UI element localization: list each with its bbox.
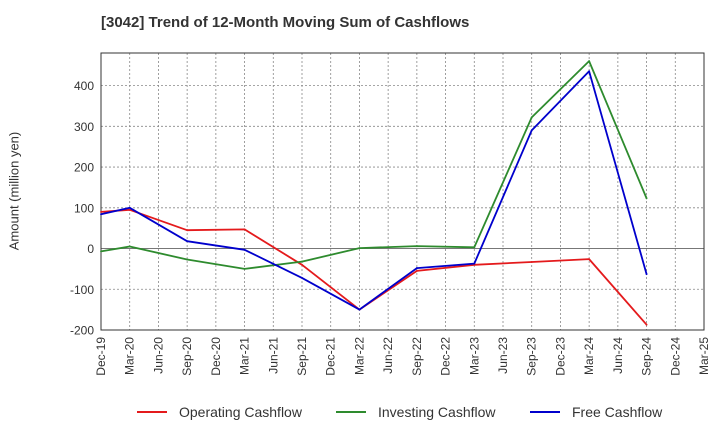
investing-cashflow-point	[358, 247, 361, 250]
free-cashflow-point	[530, 129, 533, 132]
operating-cashflow-point	[415, 270, 418, 272]
x-tick-label: Mar-21	[238, 337, 252, 375]
legend-item-operating-cashflow: Operating Cashflow	[137, 404, 302, 420]
legend-swatch	[137, 411, 167, 413]
x-tick-label: Jun-21	[266, 337, 280, 374]
x-tick-label: Mar-20	[123, 337, 137, 375]
plot-frame	[100, 52, 705, 331]
x-tick-label: Sep-24	[640, 337, 654, 376]
free-cashflow-point	[588, 70, 591, 73]
investing-cashflow-point	[186, 258, 189, 261]
x-tick-label: Mar-24	[582, 337, 596, 375]
y-tick-label: 0	[87, 242, 94, 256]
investing-cashflow-point	[301, 260, 303, 263]
investing-cashflow-point	[128, 245, 131, 248]
x-tick-label: Jun-24	[611, 337, 625, 374]
free-cashflow-point	[128, 206, 131, 209]
x-tick-label: Dec-21	[324, 337, 338, 376]
operating-cashflow-point	[100, 210, 102, 213]
x-tick-label: Sep-20	[180, 337, 194, 376]
x-tick-label: Dec-20	[209, 337, 223, 376]
free-cashflow-point	[645, 273, 648, 276]
y-tick-label: 200	[74, 161, 94, 175]
legend-swatch	[530, 411, 560, 413]
operating-cashflow-point	[128, 208, 131, 211]
investing-cashflow-point	[243, 267, 246, 270]
free-cashflow-point	[358, 308, 361, 311]
x-tick-label: Jun-22	[381, 337, 395, 374]
x-tick-label: Dec-23	[553, 337, 567, 376]
investing-cashflow-point	[530, 116, 533, 119]
free-cashflow-point	[415, 267, 418, 269]
legend-label: Free Cashflow	[572, 404, 663, 420]
legend-item-free-cashflow: Free Cashflow	[530, 404, 662, 420]
investing-cashflow-point	[473, 246, 476, 249]
legend-label: Investing Cashflow	[378, 404, 496, 420]
operating-cashflow-point	[301, 263, 303, 266]
investing-cashflow-point	[415, 245, 418, 247]
investing-cashflow-point	[588, 60, 591, 63]
y-tick-label: -100	[70, 283, 94, 297]
legend-label: Operating Cashflow	[179, 404, 302, 420]
x-tick-label: Dec-19	[94, 337, 108, 376]
x-tick-label: Jun-23	[496, 337, 510, 374]
x-tick-label: Mar-25	[697, 337, 711, 375]
x-tick-label: Sep-23	[525, 337, 539, 376]
x-tick-label: Mar-22	[352, 337, 366, 375]
legend: Operating Cashflow Investing Cashflow Free…	[0, 404, 720, 426]
investing-cashflow-point	[100, 250, 102, 253]
x-tick-label: Jun-20	[151, 337, 165, 374]
legend-swatch	[336, 411, 366, 413]
x-tick-label: Dec-24	[668, 337, 682, 376]
free-cashflow-point	[100, 213, 102, 216]
x-tick-label: Dec-22	[439, 337, 453, 376]
free-cashflow-point	[473, 262, 476, 265]
operating-cashflow-point	[588, 258, 591, 261]
y-tick-label: 300	[74, 120, 94, 134]
investing-cashflow-point	[645, 197, 648, 200]
x-tick-label: Sep-22	[410, 337, 424, 376]
y-tick-label: -200	[70, 324, 94, 338]
y-tick-label: 400	[74, 79, 94, 93]
operating-cashflow-point	[645, 323, 648, 326]
x-tick-label: Mar-23	[467, 337, 481, 375]
x-tick-label: Sep-21	[295, 337, 309, 376]
operating-cashflow-point	[243, 228, 246, 231]
operating-cashflow-point	[530, 261, 533, 263]
free-cashflow-point	[186, 240, 189, 243]
free-cashflow-point	[301, 276, 303, 279]
operating-cashflow-point	[186, 229, 189, 232]
y-tick-label: 100	[74, 201, 94, 215]
legend-item-investing-cashflow: Investing Cashflow	[336, 404, 496, 420]
chart-title: [3042] Trend of 12-Month Moving Sum of C…	[101, 14, 470, 31]
plot-area	[101, 53, 704, 330]
free-cashflow-point	[243, 248, 246, 251]
